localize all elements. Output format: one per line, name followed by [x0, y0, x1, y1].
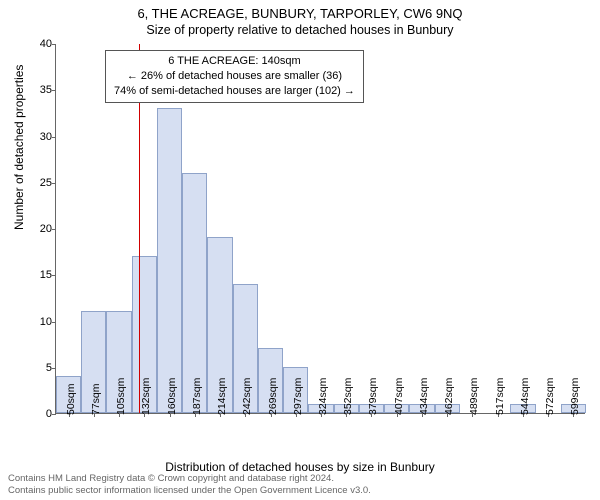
x-tick-label: 489sqm [468, 378, 480, 415]
y-tick-label: 40 [24, 38, 52, 50]
x-tick-label: 434sqm [418, 378, 430, 415]
y-tick-label: 0 [24, 408, 52, 420]
x-tick-label: 517sqm [494, 378, 506, 415]
page-subtitle: Size of property relative to detached ho… [0, 21, 600, 37]
x-tick-label: 214sqm [216, 378, 228, 415]
x-tick-label: 599sqm [569, 378, 581, 415]
histogram-bar [157, 108, 182, 413]
y-tick-mark [52, 414, 56, 415]
x-tick-label: 77sqm [90, 383, 102, 415]
x-tick-label: 132sqm [140, 378, 152, 415]
x-tick-label: 352sqm [342, 378, 354, 415]
y-tick-label: 25 [24, 177, 52, 189]
x-tick-label: 160sqm [166, 378, 178, 415]
page-title: 6, THE ACREAGE, BUNBURY, TARPORLEY, CW6 … [0, 0, 600, 21]
y-tick-label: 10 [24, 316, 52, 328]
y-tick-mark [52, 275, 56, 276]
x-tick-label: 50sqm [65, 383, 77, 415]
attribution: Contains HM Land Registry data © Crown c… [8, 473, 371, 497]
y-tick-label: 15 [24, 269, 52, 281]
annotation-line-3: 74% of semi-detached houses are larger (… [114, 84, 355, 99]
x-tick-label: 462sqm [443, 378, 455, 415]
y-tick-label: 5 [24, 362, 52, 374]
attribution-line-2: Contains public sector information licen… [8, 485, 371, 497]
histogram-chart: 051015202530354050sqm77sqm105sqm132sqm16… [55, 44, 585, 414]
y-tick-mark [52, 322, 56, 323]
y-tick-mark [52, 90, 56, 91]
y-tick-label: 30 [24, 131, 52, 143]
y-tick-label: 35 [24, 84, 52, 96]
x-axis-label: Distribution of detached houses by size … [0, 460, 600, 474]
x-tick-label: 187sqm [191, 378, 203, 415]
x-tick-label: 297sqm [292, 378, 304, 415]
attribution-line-1: Contains HM Land Registry data © Crown c… [8, 473, 371, 485]
y-tick-mark [52, 183, 56, 184]
x-tick-label: 105sqm [115, 378, 127, 415]
y-tick-label: 20 [24, 223, 52, 235]
x-tick-label: 407sqm [393, 378, 405, 415]
x-tick-label: 379sqm [367, 378, 379, 415]
annotation-line-1: 6 THE ACREAGE: 140sqm [114, 54, 355, 69]
annotation-line-2: ← 26% of detached houses are smaller (36… [114, 69, 355, 84]
x-tick-label: 544sqm [519, 378, 531, 415]
y-tick-mark [52, 137, 56, 138]
y-tick-mark [52, 44, 56, 45]
annotation-box: 6 THE ACREAGE: 140sqm ← 26% of detached … [105, 50, 364, 103]
y-tick-mark [52, 229, 56, 230]
y-tick-mark [52, 368, 56, 369]
x-tick-label: 324sqm [317, 378, 329, 415]
x-tick-label: 572sqm [544, 378, 556, 415]
x-tick-label: 242sqm [241, 378, 253, 415]
x-tick-label: 269sqm [267, 378, 279, 415]
